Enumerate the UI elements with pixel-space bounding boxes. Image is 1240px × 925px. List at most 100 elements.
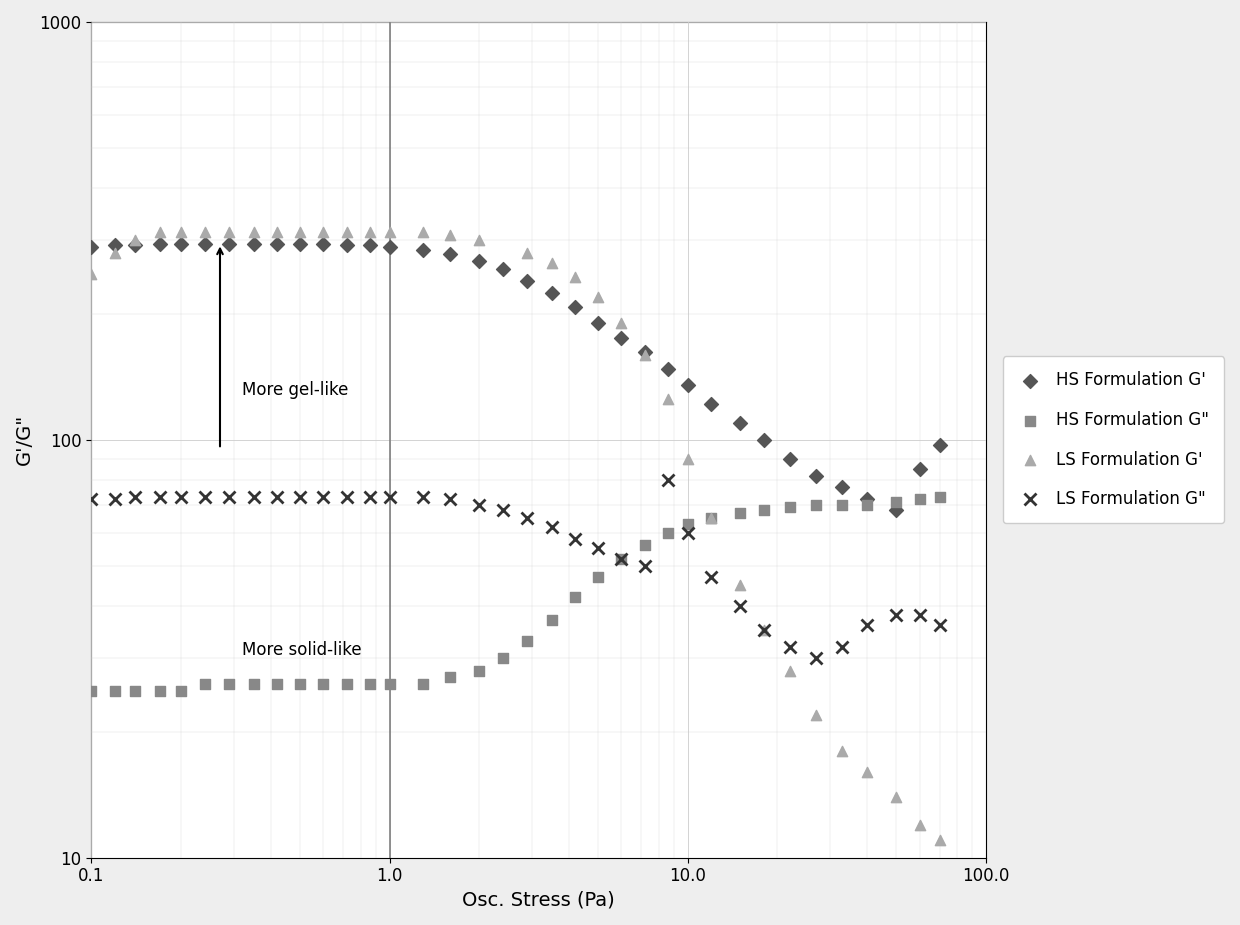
LS Formulation G' <box>887 789 906 804</box>
LS Formulation G' <box>542 255 562 270</box>
LS Formulation G' <box>268 224 288 239</box>
LS Formulation G' <box>780 663 800 678</box>
LS Formulation G" <box>756 624 771 635</box>
HS Formulation G" <box>125 684 145 699</box>
LS Formulation G" <box>108 494 123 505</box>
LS Formulation G" <box>835 641 849 652</box>
HS Formulation G" <box>887 495 906 510</box>
LS Formulation G' <box>244 224 264 239</box>
HS Formulation G' <box>337 238 357 253</box>
LS Formulation G' <box>440 228 460 242</box>
HS Formulation G" <box>379 677 399 692</box>
HS Formulation G" <box>105 684 125 699</box>
LS Formulation G" <box>174 491 188 502</box>
LS Formulation G" <box>637 561 652 572</box>
LS Formulation G" <box>197 491 212 502</box>
LS Formulation G" <box>544 521 559 532</box>
LS Formulation G' <box>105 246 125 261</box>
HS Formulation G' <box>910 462 930 476</box>
HS Formulation G" <box>754 502 774 517</box>
HS Formulation G' <box>469 253 489 268</box>
LS Formulation G" <box>247 491 262 502</box>
LS Formulation G" <box>568 533 583 544</box>
LS Formulation G' <box>754 623 774 637</box>
HS Formulation G' <box>244 236 264 251</box>
HS Formulation G" <box>219 677 239 692</box>
HS Formulation G" <box>171 684 191 699</box>
HS Formulation G" <box>658 525 678 540</box>
HS Formulation G" <box>930 489 950 504</box>
HS Formulation G" <box>314 677 334 692</box>
LS Formulation G" <box>417 491 432 502</box>
LS Formulation G' <box>150 224 170 239</box>
HS Formulation G' <box>440 247 460 262</box>
HS Formulation G' <box>494 262 513 277</box>
LS Formulation G' <box>379 224 399 239</box>
HS Formulation G' <box>565 300 585 314</box>
LS Formulation G' <box>565 270 585 285</box>
HS Formulation G' <box>611 331 631 346</box>
HS Formulation G" <box>780 500 800 514</box>
LS Formulation G' <box>360 224 379 239</box>
HS Formulation G" <box>910 492 930 507</box>
LS Formulation G" <box>782 641 797 652</box>
LS Formulation G" <box>808 653 823 664</box>
LS Formulation G' <box>658 392 678 407</box>
HS Formulation G" <box>565 590 585 605</box>
LS Formulation G" <box>293 491 308 502</box>
HS Formulation G" <box>542 613 562 628</box>
LS Formulation G' <box>517 246 537 261</box>
LS Formulation G' <box>730 577 750 592</box>
HS Formulation G' <box>930 438 950 453</box>
LS Formulation G" <box>496 504 511 515</box>
HS Formulation G' <box>195 236 215 251</box>
HS Formulation G' <box>702 397 722 412</box>
HS Formulation G' <box>588 316 608 331</box>
X-axis label: Osc. Stress (Pa): Osc. Stress (Pa) <box>463 891 615 910</box>
HS Formulation G' <box>806 468 826 483</box>
LS Formulation G' <box>314 224 334 239</box>
HS Formulation G' <box>658 362 678 376</box>
HS Formulation G' <box>832 480 852 495</box>
HS Formulation G' <box>780 451 800 466</box>
HS Formulation G" <box>268 677 288 692</box>
LS Formulation G' <box>806 708 826 722</box>
HS Formulation G" <box>857 498 877 512</box>
LS Formulation G" <box>382 491 397 502</box>
LS Formulation G' <box>930 833 950 848</box>
HS Formulation G' <box>678 378 698 393</box>
LS Formulation G' <box>219 224 239 239</box>
HS Formulation G" <box>832 498 852 512</box>
LS Formulation G" <box>932 620 947 631</box>
HS Formulation G" <box>440 670 460 684</box>
HS Formulation G' <box>105 238 125 253</box>
HS Formulation G" <box>806 498 826 512</box>
HS Formulation G' <box>635 345 655 360</box>
HS Formulation G" <box>469 663 489 678</box>
LS Formulation G' <box>414 224 434 239</box>
HS Formulation G" <box>611 551 631 566</box>
LS Formulation G' <box>337 224 357 239</box>
LS Formulation G' <box>832 744 852 758</box>
HS Formulation G" <box>360 677 379 692</box>
LS Formulation G' <box>171 224 191 239</box>
Line: LS Formulation G": LS Formulation G" <box>86 475 946 664</box>
HS Formulation G' <box>730 415 750 430</box>
LS Formulation G' <box>678 451 698 466</box>
LS Formulation G' <box>82 266 102 281</box>
HS Formulation G" <box>414 677 434 692</box>
Text: More gel-like: More gel-like <box>242 381 348 400</box>
LS Formulation G" <box>340 491 355 502</box>
HS Formulation G' <box>150 237 170 252</box>
HS Formulation G" <box>290 677 310 692</box>
LS Formulation G" <box>316 491 331 502</box>
LS Formulation G" <box>859 620 874 631</box>
HS Formulation G" <box>678 516 698 531</box>
HS Formulation G" <box>635 537 655 552</box>
LS Formulation G' <box>910 817 930 832</box>
HS Formulation G' <box>125 238 145 253</box>
LS Formulation G' <box>857 765 877 780</box>
LS Formulation G" <box>704 572 719 583</box>
HS Formulation G' <box>290 237 310 252</box>
LS Formulation G" <box>681 527 696 538</box>
